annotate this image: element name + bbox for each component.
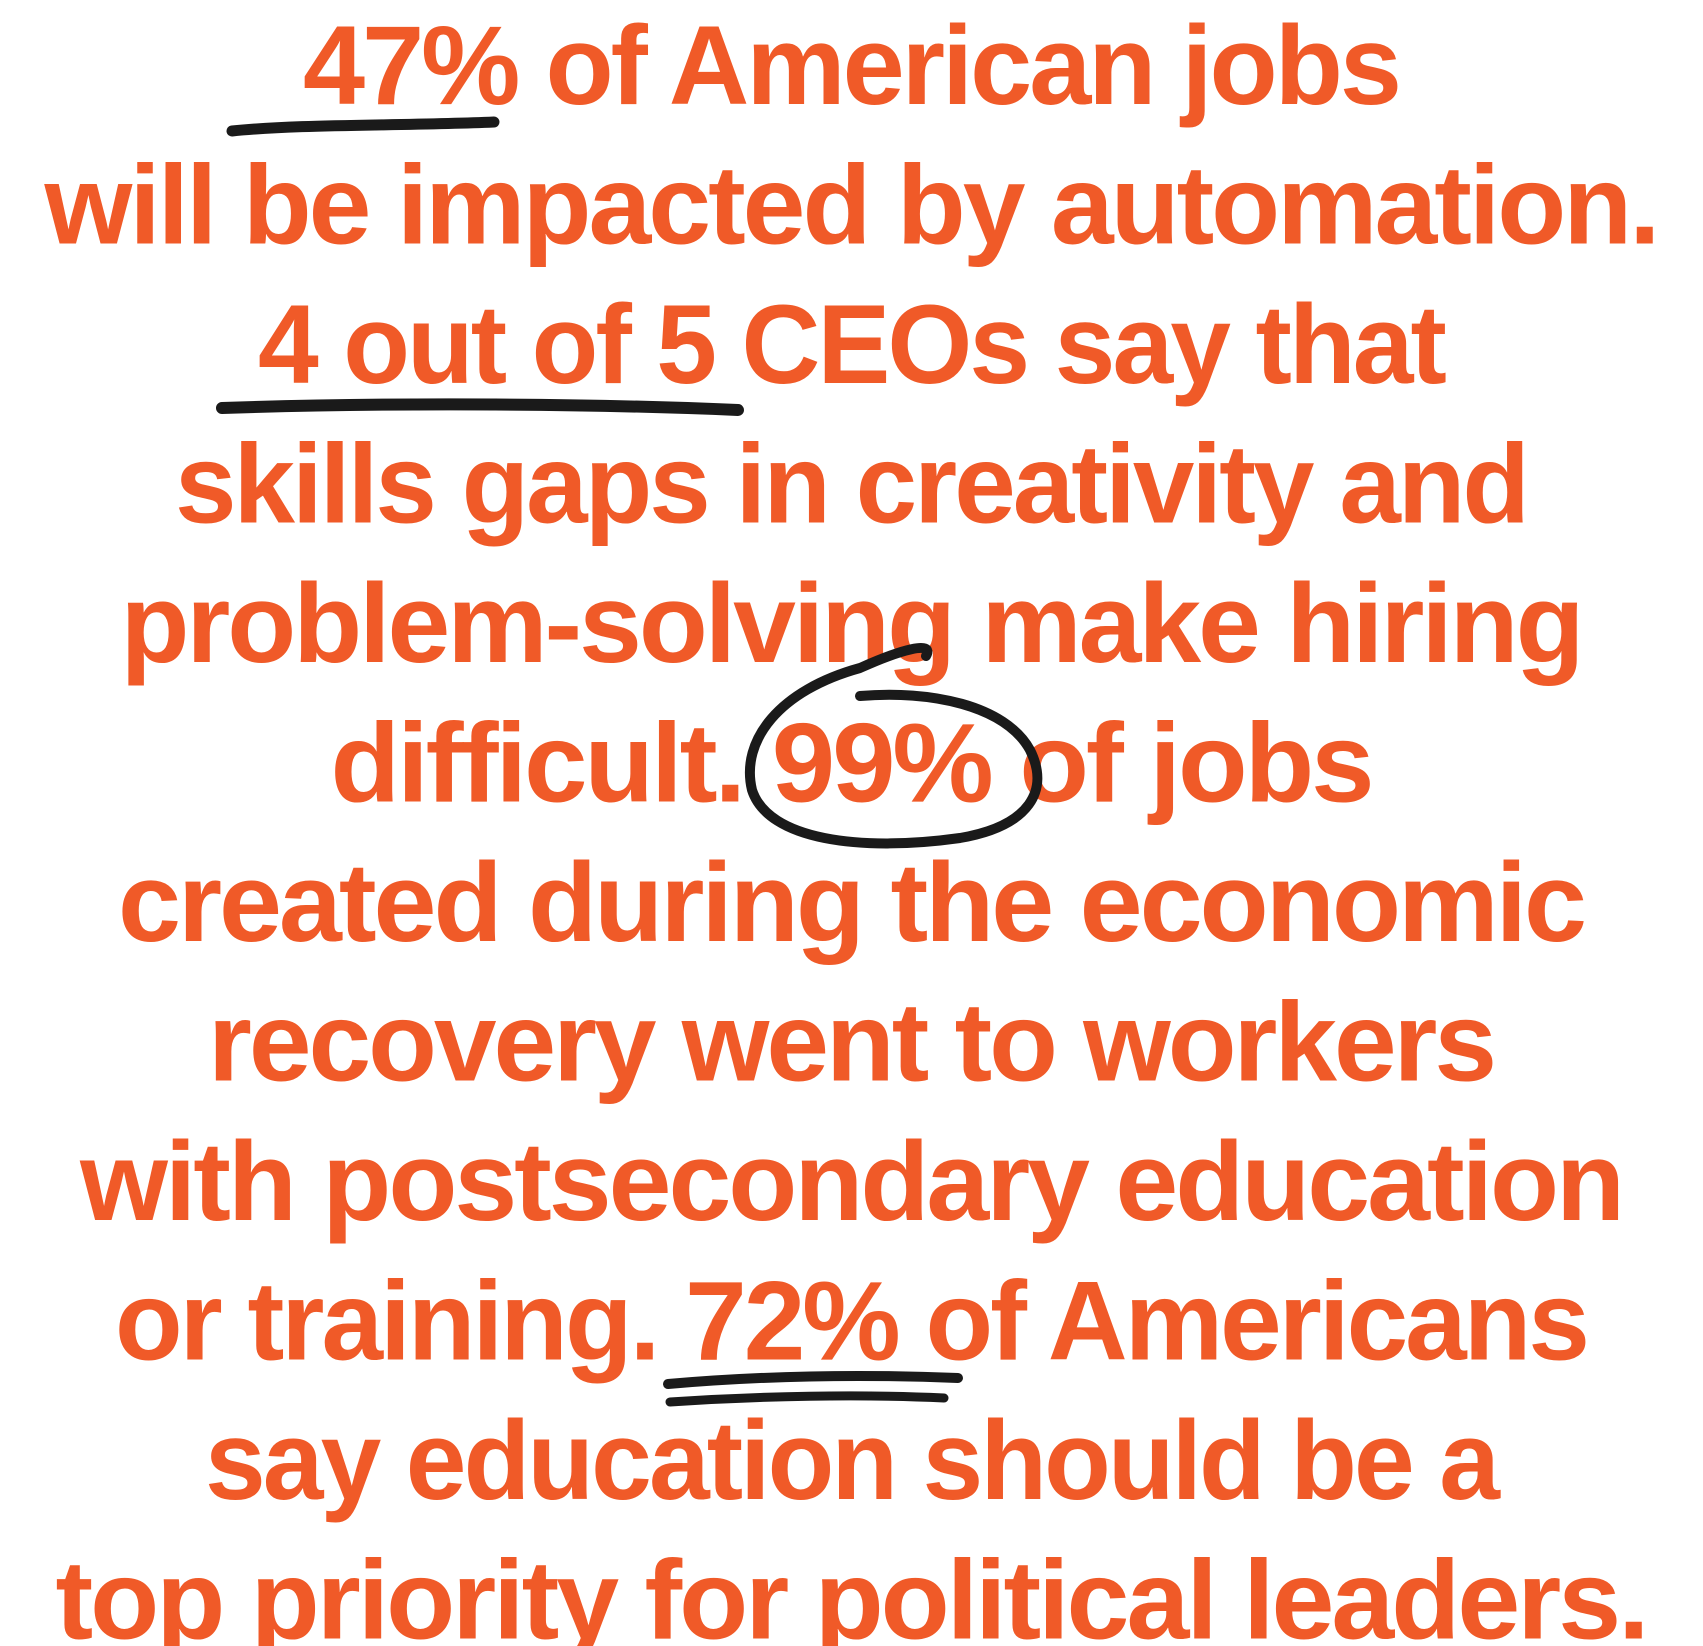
text-line: top priority for political leaders. — [56, 1538, 1647, 1646]
text-line: difficult. 99% of jobs — [331, 701, 1372, 826]
text-line: 4 out of 5 CEOs say that — [258, 282, 1446, 407]
annotations — [216, 116, 1043, 1407]
text-line: recovery went to workers — [208, 980, 1494, 1105]
text-line: will be impacted by automation. — [43, 143, 1657, 268]
text-line: 47% of American jobs — [303, 3, 1399, 128]
underline-4-of-5 — [216, 398, 744, 416]
underline-72a — [663, 1371, 963, 1389]
text-line: skills gaps in creativity and — [175, 422, 1527, 547]
text-line: created during the economic — [118, 840, 1585, 965]
underline-47 — [226, 116, 500, 137]
text-line: with postsecondary education — [79, 1119, 1622, 1244]
text-line: say education should be a — [205, 1398, 1501, 1523]
underline-72b — [665, 1391, 949, 1407]
circle-99 — [744, 643, 1043, 849]
text-line: or training. 72% of Americans — [115, 1259, 1587, 1384]
